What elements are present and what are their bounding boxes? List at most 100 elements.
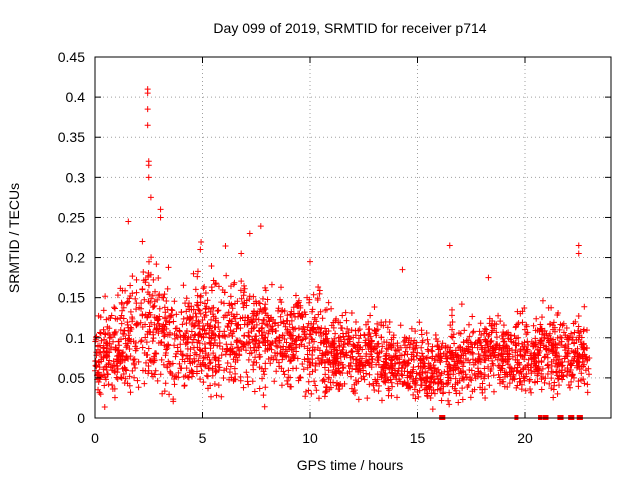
data-point <box>171 381 178 388</box>
data-point <box>190 323 197 330</box>
data-point <box>284 348 291 355</box>
y-tick-label: 0.45 <box>58 49 85 65</box>
data-point <box>544 361 551 368</box>
data-point <box>371 303 378 310</box>
data-point <box>238 278 245 285</box>
data-point <box>359 363 366 370</box>
data-point <box>390 332 397 339</box>
data-point <box>139 323 146 330</box>
data-point <box>119 287 126 294</box>
data-point <box>308 320 315 327</box>
data-point <box>97 314 104 321</box>
data-point <box>512 349 519 356</box>
data-point <box>279 356 286 363</box>
data-point <box>202 363 209 370</box>
data-point <box>145 370 152 377</box>
data-point <box>132 295 139 302</box>
data-point <box>138 305 145 312</box>
data-point <box>523 321 530 328</box>
data-point <box>429 406 436 413</box>
data-point <box>480 352 487 359</box>
data-point <box>275 307 282 314</box>
data-point <box>306 299 313 306</box>
data-point <box>122 375 129 382</box>
data-point <box>481 375 488 382</box>
data-point <box>332 317 339 324</box>
data-point <box>335 334 342 341</box>
data-point <box>408 325 415 332</box>
data-point <box>112 346 119 353</box>
data-point <box>148 319 155 326</box>
data-point <box>567 361 574 368</box>
data-point <box>375 388 382 395</box>
data-point <box>242 347 249 354</box>
data-point <box>575 383 582 390</box>
data-point <box>418 344 425 351</box>
data-point <box>573 364 580 371</box>
data-point <box>98 337 105 344</box>
data-point <box>489 360 496 367</box>
data-point <box>219 345 226 352</box>
data-point <box>481 356 488 363</box>
data-point <box>490 347 497 354</box>
data-point <box>481 328 488 335</box>
data-point <box>431 376 438 383</box>
data-point <box>126 373 133 380</box>
data-point <box>132 365 139 372</box>
data-point <box>141 380 148 387</box>
data-point <box>482 395 489 402</box>
data-point <box>581 380 588 387</box>
data-point <box>180 282 187 289</box>
data-point <box>486 331 493 338</box>
data-point <box>411 380 418 387</box>
data-point <box>117 314 124 321</box>
data-point <box>139 312 146 319</box>
data-point <box>218 299 225 306</box>
data-point <box>445 371 452 378</box>
data-point <box>523 346 530 353</box>
data-point <box>449 306 456 313</box>
data-point <box>444 355 451 362</box>
data-point <box>221 289 228 296</box>
data-point <box>97 330 104 337</box>
data-point <box>289 324 296 331</box>
data-point <box>521 339 528 346</box>
data-point <box>398 352 405 359</box>
data-point <box>412 328 419 335</box>
data-point <box>199 348 206 355</box>
data-point <box>100 344 107 351</box>
data-point <box>156 291 163 298</box>
y-tick-label: 0.05 <box>58 370 85 386</box>
data-point <box>324 356 331 363</box>
data-point-peak <box>575 250 582 257</box>
data-point <box>191 349 198 356</box>
x-tick-label: 15 <box>410 430 426 446</box>
data-point <box>155 274 162 281</box>
data-point <box>202 289 209 296</box>
data-point <box>115 347 122 354</box>
data-point <box>385 346 392 353</box>
data-point <box>299 336 306 343</box>
data-point <box>249 378 256 385</box>
data-point <box>321 393 328 400</box>
data-point <box>227 327 234 334</box>
data-point <box>561 343 568 350</box>
data-point <box>376 349 383 356</box>
data-point <box>139 367 146 374</box>
data-point <box>449 318 456 325</box>
data-point <box>388 392 395 399</box>
data-point <box>227 363 234 370</box>
data-point <box>184 336 191 343</box>
data-point <box>382 359 389 366</box>
data-point <box>555 382 562 389</box>
data-point <box>265 330 272 337</box>
data-point <box>419 358 426 365</box>
data-point <box>179 321 186 328</box>
data-point <box>451 340 458 347</box>
data-point <box>436 353 443 360</box>
data-point <box>223 272 230 279</box>
data-point <box>118 312 125 319</box>
data-point <box>270 316 277 323</box>
data-point <box>418 327 425 334</box>
data-point <box>490 372 497 379</box>
